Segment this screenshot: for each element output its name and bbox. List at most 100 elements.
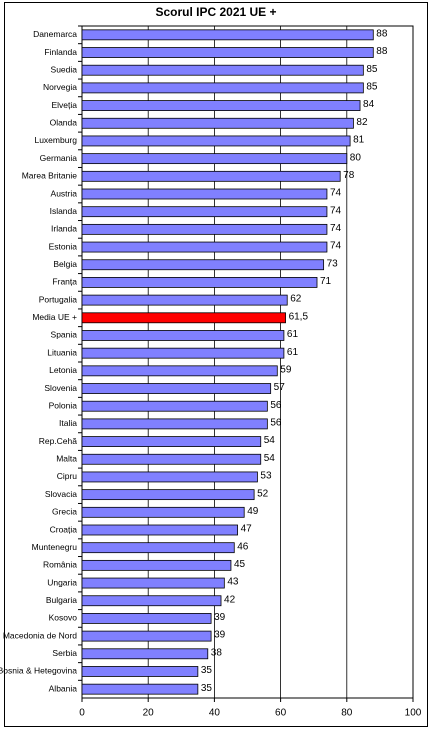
y-tick-label: Croația: [50, 524, 78, 534]
bar: [81, 418, 268, 430]
bar: [81, 29, 374, 41]
chart-title: Scorul IPC 2021 UE +: [155, 5, 276, 19]
bar: [81, 506, 245, 518]
bar: [81, 206, 328, 218]
y-tick-label: Belgia: [53, 259, 77, 269]
value-label: 39: [214, 630, 226, 641]
y-tick-label: Olanda: [50, 118, 78, 128]
bar: [81, 559, 232, 571]
y-tick-label: Bosnia & Hetegovina: [0, 666, 77, 676]
bar: [81, 259, 325, 271]
bar: [81, 312, 286, 324]
value-label: 73: [327, 258, 339, 269]
x-tick-label: 0: [79, 708, 85, 719]
y-tick-label: Kosovo: [49, 613, 78, 623]
value-label: 74: [330, 205, 342, 216]
y-tick-label: Slovacia: [45, 489, 77, 499]
bar: [81, 577, 225, 589]
value-label: 80: [350, 152, 362, 163]
y-tick-label: Grecia: [52, 507, 77, 517]
bar: [81, 400, 268, 412]
y-tick-label: Malta: [56, 454, 77, 464]
y-tick-label: Spania: [51, 330, 78, 340]
value-label: 61,5: [289, 311, 309, 322]
value-label: 61: [287, 329, 299, 340]
bar: [81, 595, 222, 607]
y-tick-label: Marea Britanie: [22, 171, 78, 181]
bar: [81, 613, 212, 624]
y-tick-label: Germania: [40, 153, 78, 163]
value-label: 56: [270, 400, 282, 411]
y-tick-label: Lituania: [47, 347, 77, 357]
value-label: 74: [330, 223, 342, 234]
value-label: 35: [201, 683, 213, 694]
value-label: 57: [274, 382, 286, 393]
bar: [81, 135, 351, 147]
y-tick-label: Danemarca: [33, 29, 77, 39]
bar: [81, 170, 341, 182]
value-label: 56: [270, 418, 282, 429]
bar: [81, 683, 199, 695]
y-tick-label: Slovenia: [44, 383, 77, 393]
y-tick-label: Austria: [51, 188, 78, 198]
y-tick-label: Portugalia: [39, 294, 78, 304]
y-tick-label: România: [43, 560, 77, 570]
bar: [81, 365, 278, 377]
bar: [81, 489, 255, 501]
value-label: 81: [353, 135, 365, 146]
value-label: 42: [224, 594, 236, 605]
y-tick-label: Media UE +: [32, 312, 77, 322]
value-label: 39: [214, 612, 226, 623]
bar: [81, 330, 285, 341]
y-tick-label: Muntenegru: [32, 542, 78, 552]
bar: [81, 542, 235, 554]
y-tick-label: Polonia: [49, 400, 78, 410]
bar: [81, 277, 318, 288]
x-tick-label: 100: [405, 708, 422, 719]
value-label: 46: [237, 541, 249, 552]
bar: [81, 100, 361, 111]
bar: [81, 223, 328, 235]
value-label: 85: [366, 64, 378, 75]
value-label: 38: [211, 647, 223, 658]
x-tick-label: 60: [275, 708, 287, 719]
y-tick-label: Finlanda: [44, 47, 77, 57]
value-label: 74: [330, 241, 342, 252]
y-tick-label: Cipru: [57, 471, 78, 481]
y-tick-label: Ungaria: [47, 577, 77, 587]
bar: [81, 383, 272, 394]
value-label: 49: [247, 506, 259, 517]
value-label: 35: [201, 665, 213, 676]
value-label: 74: [330, 188, 342, 199]
y-tick-label: Rep.Cehă: [39, 436, 78, 446]
bar: [81, 347, 285, 359]
value-label: 62: [290, 294, 302, 305]
value-label: 45: [234, 559, 246, 570]
value-label: 88: [376, 46, 388, 57]
bar: [81, 117, 354, 129]
bar: [81, 82, 364, 94]
bar: [81, 666, 199, 677]
value-label: 52: [257, 488, 269, 499]
y-tick-label: Franța: [52, 277, 77, 287]
y-tick-label: Suedia: [51, 64, 78, 74]
frame: [4, 2, 428, 727]
y-tick-label: Letonia: [49, 365, 77, 375]
bar: [81, 436, 262, 447]
value-label: 78: [343, 170, 355, 181]
x-tick-label: 40: [209, 708, 221, 719]
bar: [81, 453, 262, 465]
y-tick-label: Norvegia: [43, 82, 77, 92]
bar: [81, 47, 374, 58]
y-tick-label: Elveția: [51, 100, 77, 110]
value-label: 47: [241, 524, 253, 535]
value-label: 43: [227, 577, 239, 588]
y-tick-label: Luxemburg: [34, 135, 77, 145]
value-label: 85: [366, 82, 378, 93]
bar: [81, 153, 348, 165]
y-tick-label: Italia: [59, 418, 77, 428]
bar: [81, 294, 288, 306]
bar: [81, 241, 328, 253]
